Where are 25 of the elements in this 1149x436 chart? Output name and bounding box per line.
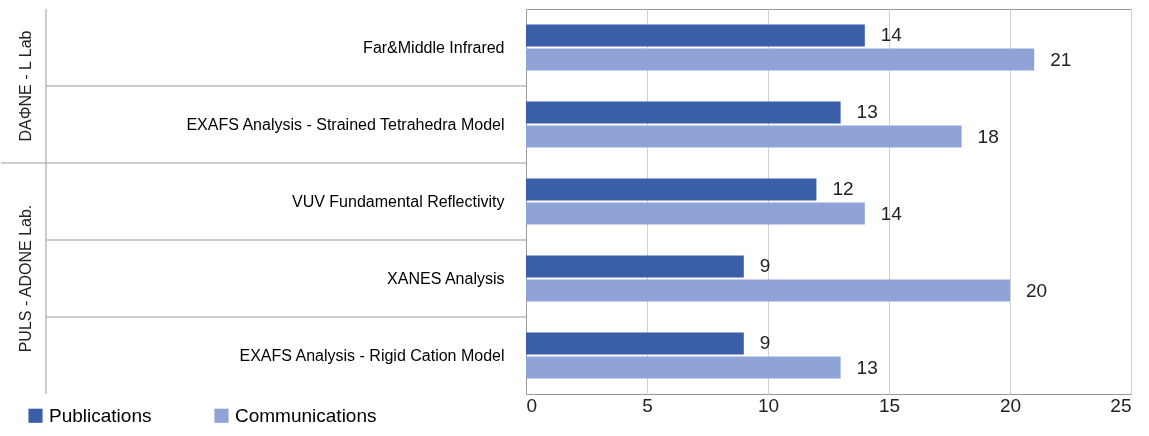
y-tick-label: Far&Middle Infrared: [363, 38, 505, 56]
x-tick-label: 25: [1110, 394, 1132, 416]
y-tick-label: EXAFS Analysis - Strained Tetrahedra Model: [186, 115, 505, 133]
y-tick-label: XANES Analysis: [387, 269, 505, 287]
data-label: 12: [832, 178, 854, 200]
text: PULS - ADONE Lab.: [17, 204, 34, 353]
x-tick-label: 15: [878, 394, 901, 416]
data-label: 21: [1050, 48, 1072, 70]
data-label: 14: [880, 202, 903, 224]
legend-label: Publications: [49, 404, 152, 426]
x-tick-label: 5: [642, 394, 653, 416]
x-tick-label: 20: [999, 394, 1022, 416]
data-label: 13: [856, 356, 878, 378]
data-label: 20: [1026, 279, 1048, 301]
x-tick-label: 0: [526, 394, 538, 416]
data-label: 9: [759, 332, 771, 354]
data-label: 9: [759, 255, 771, 277]
text: DAΦNE - L Lab: [17, 30, 34, 142]
data-label: 13: [856, 101, 878, 123]
y-tick-label: EXAFS Analysis - Rigid Cation Model: [239, 346, 505, 364]
data-label: 18: [977, 125, 999, 147]
x-tick-label: 10: [757, 394, 780, 416]
y-tick-label: VUV Fundamental Reflectivity: [291, 192, 505, 210]
legend-label: Communications: [235, 404, 377, 426]
data-label: 14: [880, 24, 903, 46]
